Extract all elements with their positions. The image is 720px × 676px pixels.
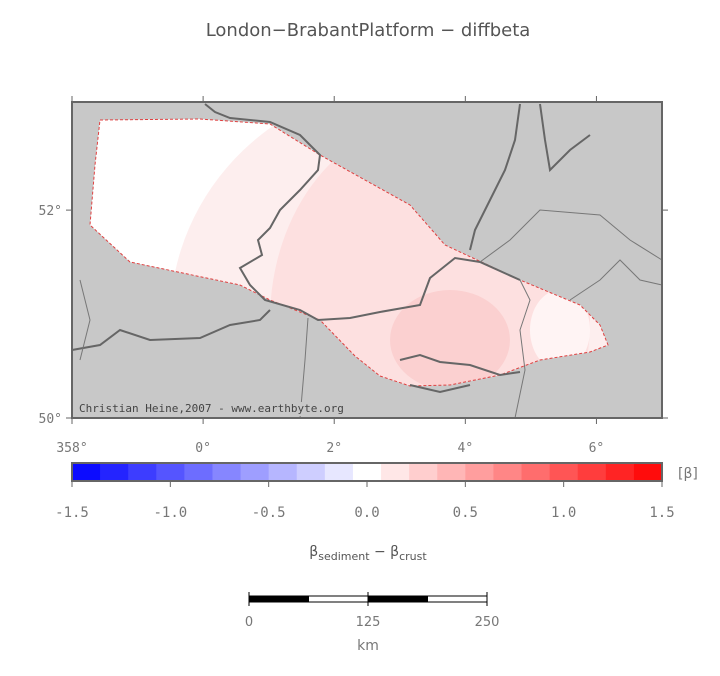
colorbar-tick-label: 0.0 (354, 505, 379, 521)
colorbar-cell (549, 463, 579, 481)
scalebar-tick-label: 125 (356, 615, 381, 630)
scalebar-segment (367, 595, 428, 603)
colorbar-cell (324, 463, 354, 481)
colorbar-cell (240, 463, 270, 481)
scalebar-unit: km (357, 638, 379, 654)
label-part: − β (370, 544, 400, 560)
colorbar-tick-label: -1.0 (153, 505, 187, 521)
colorbar-cell (409, 463, 438, 481)
borders (79, 209, 663, 419)
colorbar-cell (72, 463, 101, 481)
colorbar-cell (212, 463, 242, 481)
colorbar-cell (493, 463, 523, 481)
colorbar-cell (184, 463, 213, 481)
scalebar-segment (427, 595, 488, 603)
colorbar-tick-label: 1.5 (649, 505, 674, 521)
x-tick-label: 358° (56, 441, 87, 456)
scalebar-segment (248, 595, 309, 603)
scalebar-tick-label: 0 (245, 615, 253, 630)
colorbar-cell (633, 463, 663, 481)
colorbar-label: βsediment − βcrust (309, 544, 427, 563)
colorbar-cell (605, 463, 635, 481)
colorbar-cell (521, 463, 551, 481)
colorbar-unit: [β] (678, 466, 698, 482)
colorbar-tick-label: -0.5 (252, 505, 286, 521)
colorbar-cell (296, 463, 326, 481)
colorbar-cell (465, 463, 494, 481)
colorbar-tick-label: 0.5 (453, 505, 478, 521)
x-tick-label: 6° (589, 441, 605, 456)
y-tick-label: 50° (39, 412, 62, 427)
x-tick-label: 0° (195, 441, 211, 456)
colorbar-cell (156, 463, 185, 481)
x-tick-label: 2° (326, 441, 342, 456)
colorbar-cell (128, 463, 157, 481)
label-part: sediment (318, 550, 370, 563)
label-part: crust (399, 550, 427, 563)
colorbar-tick-label: -1.5 (55, 505, 89, 521)
coastlines (71, 103, 591, 394)
title: London−BrabantPlatform − diffbeta (206, 20, 531, 41)
credit-box (76, 402, 380, 416)
colorbar-cell (268, 463, 298, 481)
credit: Christian Heine,2007 - www.earthbyte.org (79, 402, 344, 415)
colorbar-cell (577, 463, 607, 481)
label-part: β (309, 544, 318, 560)
colorbar-cell (352, 463, 382, 481)
scalebar-segment (308, 595, 369, 603)
x-tick-label: 4° (458, 441, 474, 456)
map-frame (71, 101, 663, 419)
colorbar-tick-label: 1.0 (551, 505, 576, 521)
colorbar-cell (381, 463, 410, 481)
scalebar-tick-label: 250 (475, 615, 500, 630)
y-tick-label: 52° (39, 204, 62, 219)
region-outline (89, 118, 609, 387)
colorbar-cell (100, 463, 129, 481)
colorbar-cell (437, 463, 466, 481)
map: Christian Heine,2007 - www.earthbyte.org (71, 101, 663, 419)
